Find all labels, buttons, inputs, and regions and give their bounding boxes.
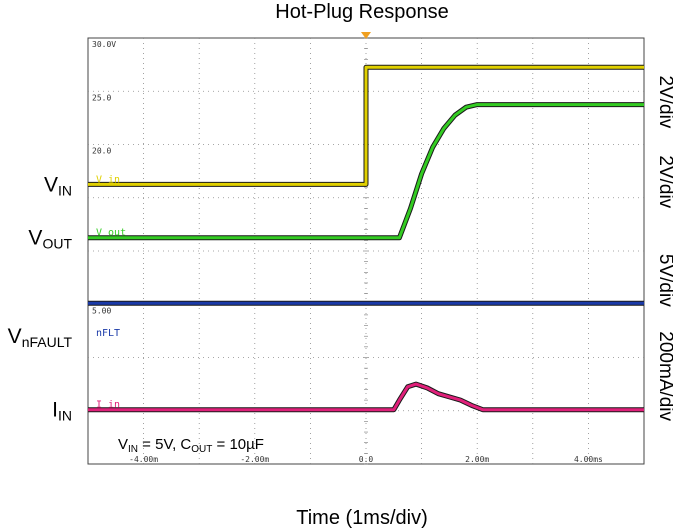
y-grid-label: 30.0V [92,40,116,49]
y-grid-label: 20.0 [92,147,111,156]
x-tick-label: 0.0 [359,455,374,464]
channel-tag: V_out [96,228,126,239]
y-grid-label: 25.0 [92,93,111,102]
trace-label-v-out: VOUT [28,227,72,252]
x-tick-labels: -4.00m -2.00m 0.0 2.00m 4.00ms [129,455,603,464]
trace-labels: VIN VOUT VnFAULT IIN [8,173,73,423]
trace-i-in [88,382,644,412]
scale-labels: 2V/div 2V/div 5V/div 200mA/div [655,75,673,421]
test-conditions-annotation: VIN = 5V, COUT = 10µF [118,436,264,455]
channel-tag: V_in [96,174,120,185]
channel-tags: V_in V_out nFLT I_in [96,174,126,410]
y-grid-labels: 30.0V 25.0 20.0 5.00 [92,40,116,315]
scale-label: 5V/div [655,254,673,307]
x-tick-label: 2.00m [465,455,489,464]
trigger-marker [361,32,371,39]
trace-label-nflt: VnFAULT [8,325,73,350]
traces [88,64,644,413]
x-tick-label: 4.00ms [574,455,603,464]
channel-tag: I_in [96,400,120,411]
y-grid-label: 5.00 [92,306,111,315]
scale-label: 2V/div [655,75,673,128]
x-axis-label: Time (1ms/div) [296,507,427,529]
scale-label: 2V/div [655,155,673,208]
trace-label-i-in: IIN [52,399,72,424]
x-tick-label: -4.00m [129,455,158,464]
x-tick-label: -2.00m [240,455,269,464]
scale-label: 200mA/div [655,331,673,421]
trace-v-in [88,65,644,186]
channel-tag: nFLT [96,328,120,339]
trace-label-v-in: VIN [44,173,72,198]
trace-v-out [88,103,644,240]
chart-title: Hot-Plug Response [275,1,448,23]
